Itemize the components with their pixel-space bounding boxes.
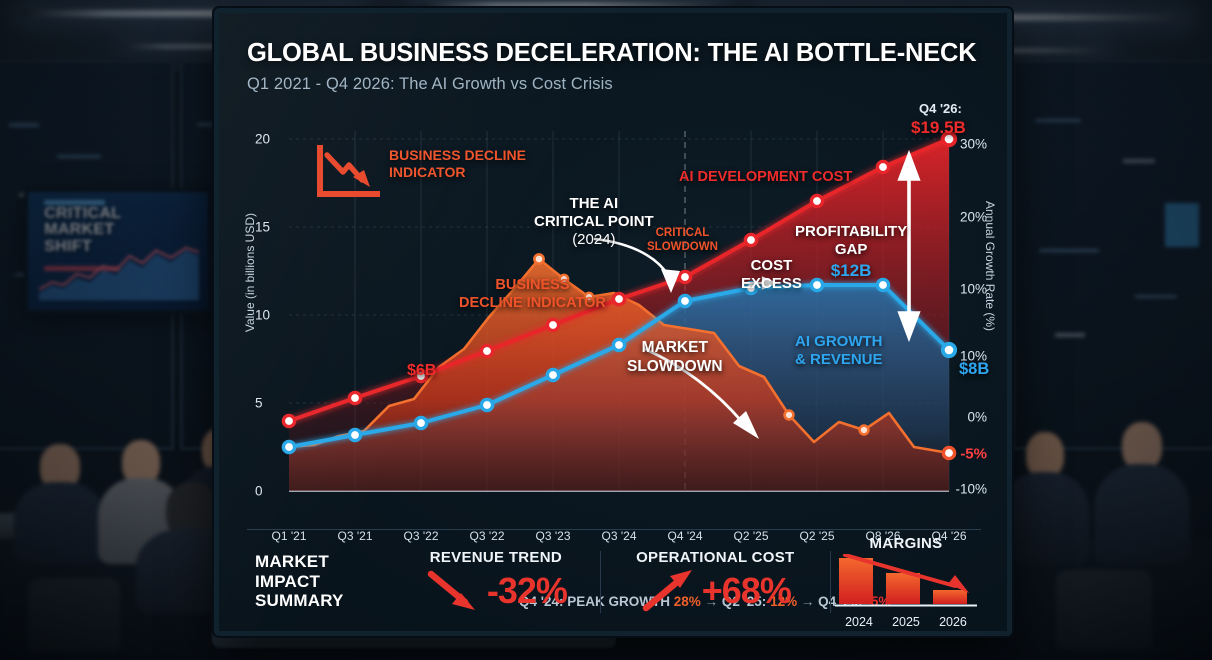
metric-value: -32% (486, 570, 568, 611)
x-tick: Q2 '25 (733, 529, 769, 543)
y2-tick: 30% (959, 136, 987, 152)
x-tick: Q3 '23 (535, 529, 571, 543)
margins-year-labels: 2024 2025 2026 (841, 615, 971, 629)
chart-canvas (281, 130, 958, 492)
page-title: GLOBAL BUSINESS DECELERATION: THE AI BOT… (247, 39, 977, 67)
metric-margins: MARGINS 2024 (831, 530, 981, 631)
dashboard-header: GLOBAL BUSINESS DECELERATION: THE AI BOT… (247, 39, 981, 94)
margin-bar-2025 (885, 572, 920, 604)
y2-tick: 10% (959, 281, 987, 297)
arrow-down-icon (427, 570, 475, 610)
summary-divider (829, 550, 831, 613)
cost-markers (281, 130, 958, 429)
margins-bar-chart (834, 553, 977, 606)
y2-tick: 20% (959, 209, 987, 225)
growth-markers (281, 277, 958, 455)
y-tick: 15 (255, 219, 271, 235)
metric-revenue-trend: REVENUE TREND -32% (392, 530, 600, 631)
margin-year: 2026 (939, 614, 967, 629)
x-tick: Q3 '22 (403, 529, 439, 543)
cost-excess-arrow (743, 276, 778, 290)
x-tick: Q4 '24 (667, 529, 703, 543)
y-tick: 0 (255, 483, 263, 499)
y-tick: 5 (255, 395, 263, 411)
market-slowdown-arrowhead (733, 411, 759, 439)
page-subtitle: Q1 2021 - Q4 2026: The AI Growth vs Cost… (247, 75, 613, 93)
x-tick: Q3 '24 (601, 529, 637, 543)
margin-bar-2024 (838, 557, 873, 604)
decline-line (288, 257, 950, 455)
x-tick: Q1 '21 (271, 529, 307, 543)
y2-tick-negative: -5% (960, 445, 987, 463)
y-tick: 20 (255, 131, 271, 147)
status-part-1: Q4 '24: PEAK GROWTH (519, 594, 670, 609)
metric-label: REVENUE TREND (429, 549, 562, 566)
status-value-2: 12% (770, 594, 798, 609)
x-tick: Q3 '21 (337, 529, 373, 543)
metric-operational-cost: OPERATIONAL COST +68% (601, 530, 830, 631)
market-slowdown-arrow (643, 347, 745, 425)
arrow-up-icon (642, 570, 692, 612)
summary-title: MARKET IMPACT SUMMARY (255, 551, 344, 611)
y2-tick: -10% (955, 481, 987, 497)
main-chart: Value (in billions USD) Annual Growth Ra… (243, 101, 997, 543)
y-tick: 10 (255, 307, 271, 323)
margin-year: 2024 (845, 614, 873, 629)
status-part-2: Q2 '25: (721, 594, 767, 609)
x-tick: Q4 '26 (931, 529, 967, 543)
summary-divider (599, 550, 602, 613)
status-value-1: 28% (673, 594, 701, 609)
x-tick: Q3 '22 (469, 529, 505, 543)
market-impact-summary-panel: MARKET IMPACT SUMMARY REVENUE TREND -32% (247, 529, 981, 631)
y2-axis-label: Annual Growth Rate (%) (983, 201, 997, 332)
x-tick: Q8 '26 (865, 529, 901, 543)
metric-label: OPERATIONAL COST (636, 549, 795, 566)
y2-tick: 10% (959, 348, 987, 364)
margin-year: 2025 (892, 614, 920, 629)
business-decline-indicator-icon (315, 144, 381, 199)
margin-bar-2026 (932, 589, 967, 604)
y2-tick: 0% (967, 409, 987, 425)
dashboard-display: GLOBAL BUSINESS DECELERATION: THE AI BOT… (214, 8, 1012, 636)
status-arrow-1: → (704, 594, 719, 609)
profitability-gap-arrow (897, 149, 921, 343)
status-arrow-2: → (800, 594, 815, 609)
margins-label: MARGINS (869, 534, 943, 552)
critical-point-arrowhead (661, 269, 680, 293)
summary-title-cell: MARKET IMPACT SUMMARY (247, 530, 392, 631)
x-tick: Q2 '25 (799, 529, 835, 543)
metric-value: +68% (701, 570, 792, 611)
monitor-stand (212, 632, 616, 648)
decline-area (289, 259, 949, 491)
decline-markers (533, 253, 957, 461)
critical-point-arrow (593, 237, 670, 277)
